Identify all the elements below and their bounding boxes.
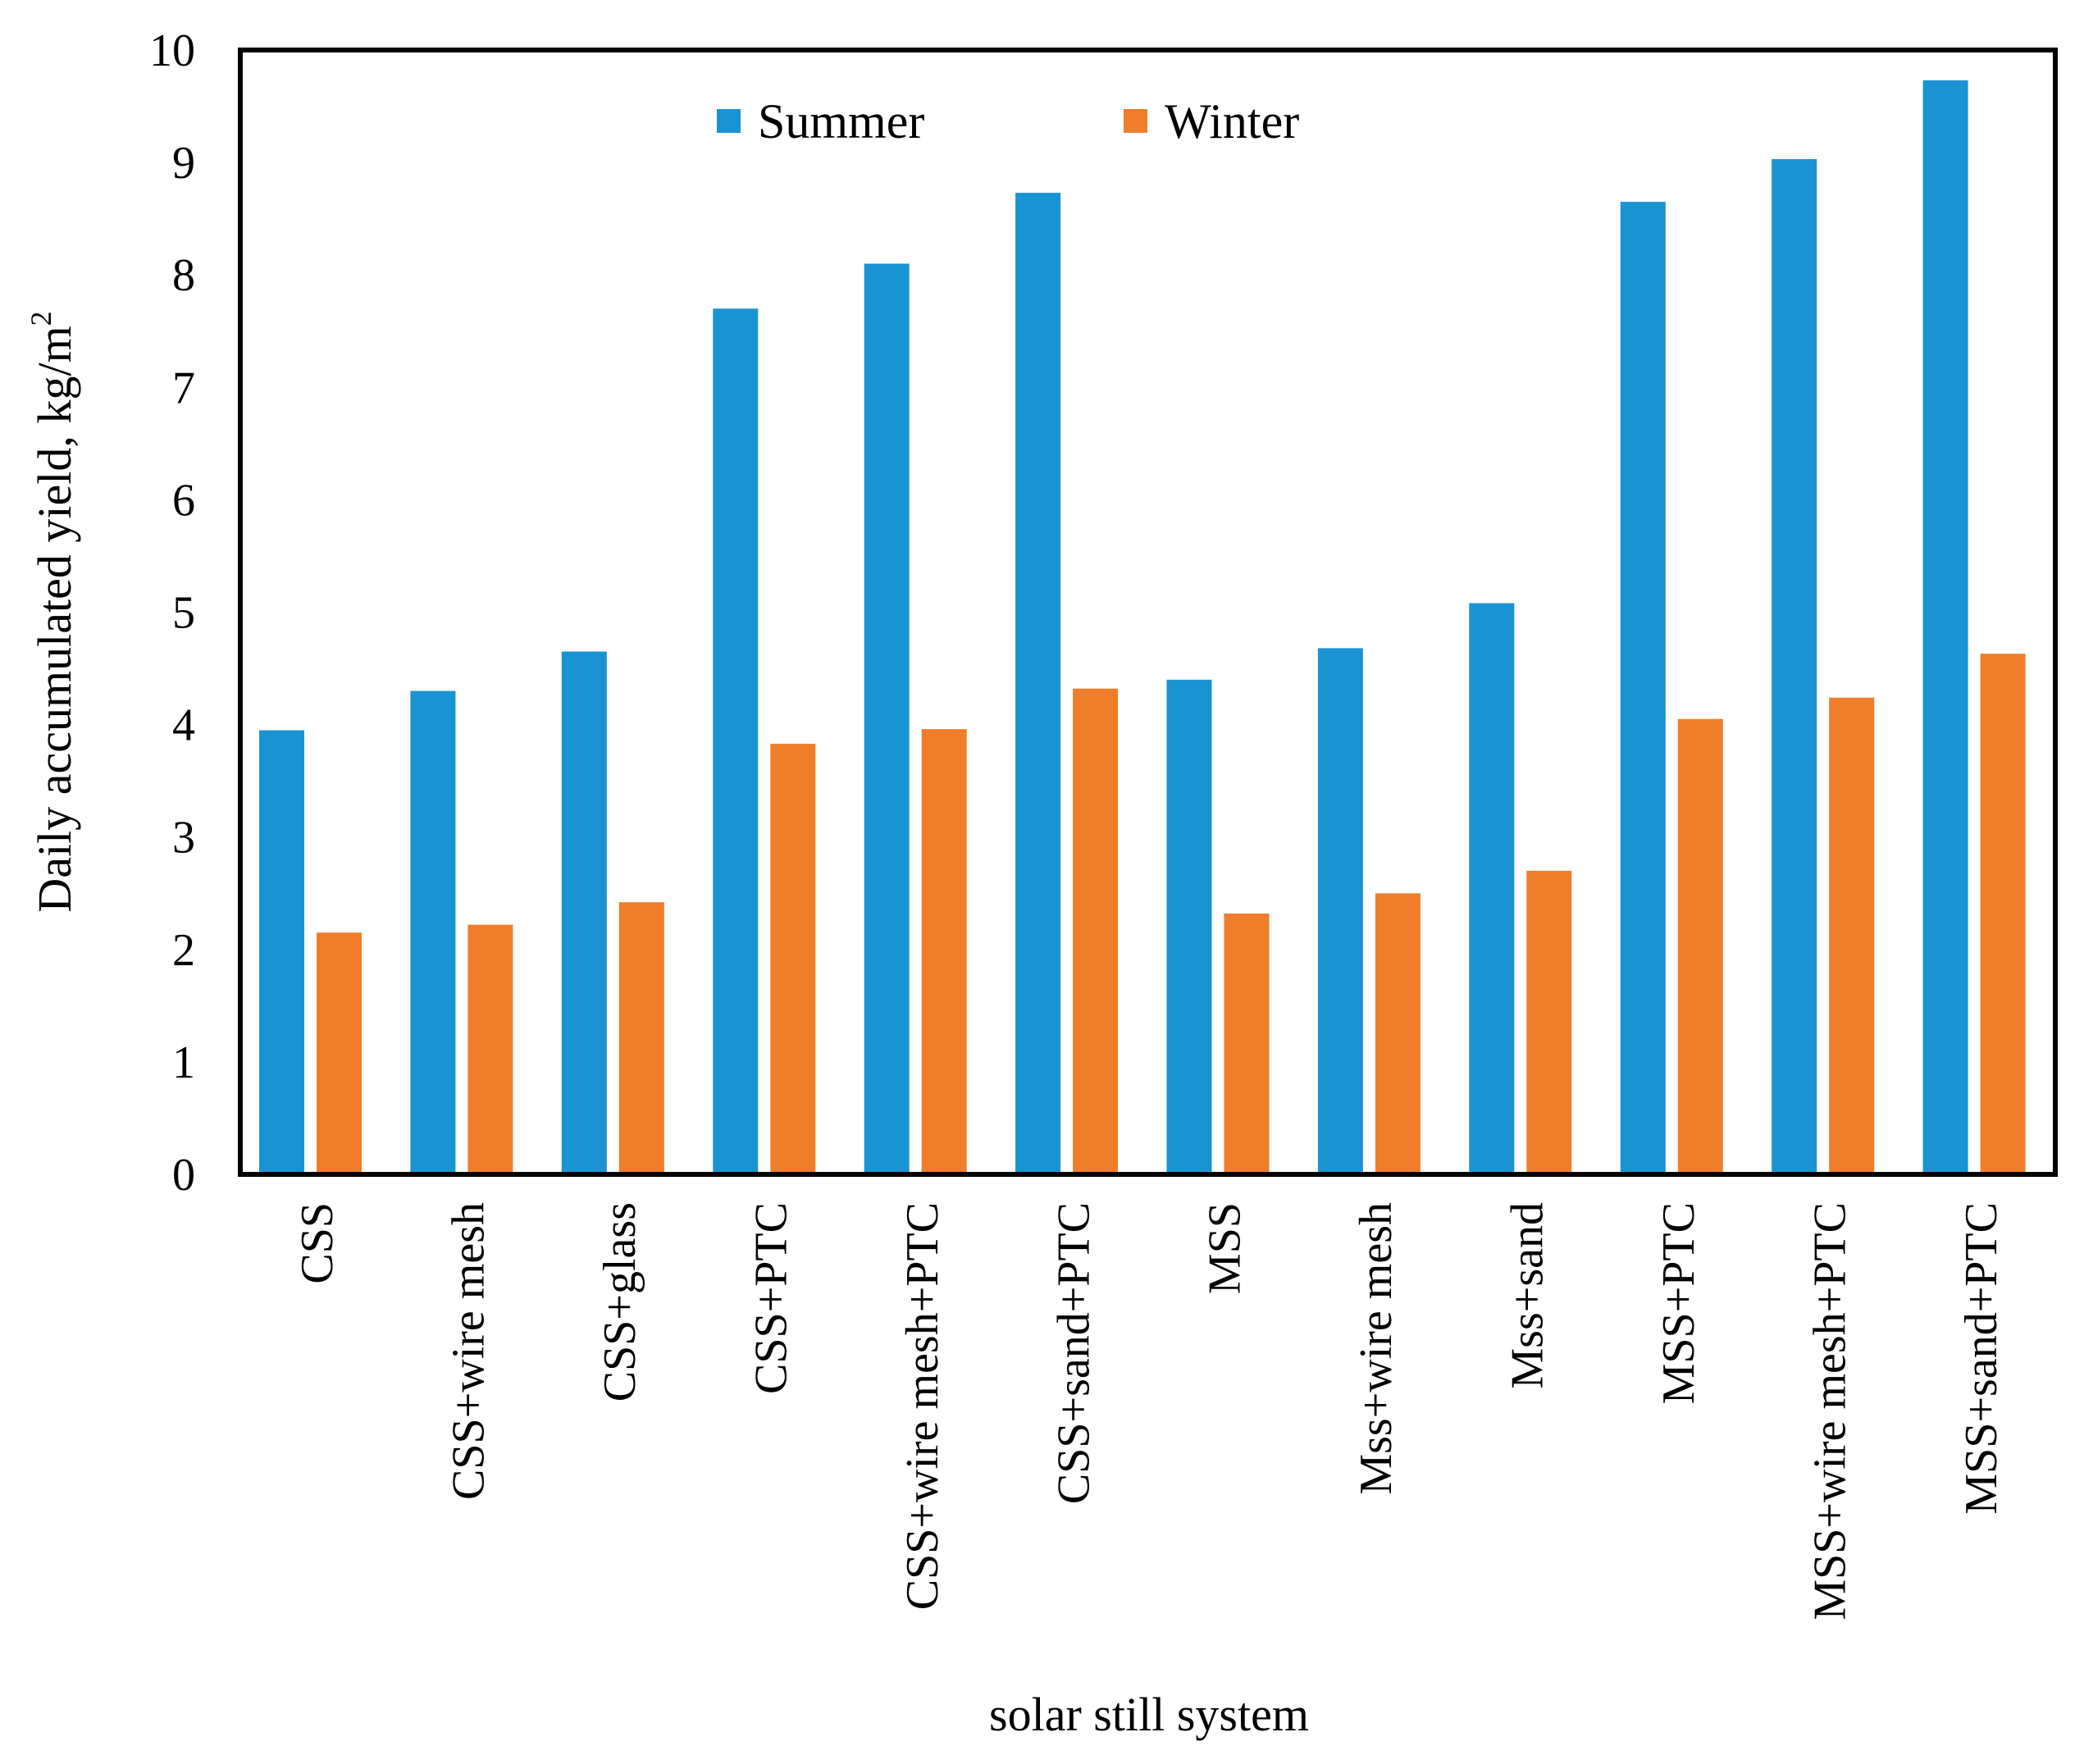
bar-winter-2 — [618, 902, 664, 1174]
x-category-label-10: MSS+wire mesh+PTC — [1804, 1202, 1855, 1620]
x-category-label-5: CSS+sand+PTC — [1048, 1202, 1099, 1504]
x-category-label-0: CSS — [292, 1202, 343, 1284]
bar-winter-9 — [1677, 718, 1723, 1174]
bar-summer-7 — [1317, 648, 1363, 1174]
y-tick-label-8: 8 — [172, 250, 195, 301]
bars-layer — [259, 80, 2026, 1175]
x-category-label-8: Mss+sand — [1503, 1202, 1553, 1389]
bar-summer-8 — [1469, 603, 1515, 1174]
y-tick-label-7: 7 — [172, 362, 195, 413]
bar-summer-6 — [1166, 679, 1212, 1174]
bar-winter-5 — [1073, 688, 1119, 1174]
bar-summer-0 — [259, 730, 304, 1174]
bar-winter-8 — [1526, 870, 1572, 1174]
bar-summer-1 — [410, 691, 456, 1174]
bar-summer-4 — [864, 263, 910, 1174]
bar-winter-3 — [770, 743, 816, 1174]
bar-summer-11 — [1922, 80, 1968, 1174]
y-tick-label-10: 10 — [149, 25, 195, 76]
x-category-label-7: Mss+wire mesh — [1351, 1202, 1402, 1495]
y-tick-label-3: 3 — [172, 813, 195, 864]
bar-summer-5 — [1015, 193, 1061, 1175]
x-axis-title: solar still system — [989, 1688, 1309, 1741]
x-category-label-3: CSS+PTC — [746, 1202, 797, 1394]
x-category-label-4: CSS+wire mesh+PTC — [897, 1202, 948, 1610]
y-tick-label-2: 2 — [172, 925, 195, 976]
bar-summer-3 — [713, 308, 759, 1174]
y-tick-label-5: 5 — [172, 588, 195, 639]
legend-label-summer: Summer — [758, 94, 924, 148]
bar-winter-7 — [1375, 893, 1420, 1175]
bar-summer-10 — [1772, 159, 1817, 1174]
bar-summer-2 — [561, 651, 607, 1174]
legend-label-winter: Winter — [1165, 94, 1299, 148]
y-axis-title-text: Daily accumulated yield, kg/m — [28, 326, 81, 912]
bar-winter-10 — [1829, 697, 1875, 1174]
bar-summer-9 — [1620, 202, 1666, 1175]
y-axis-title-superscript: 2 — [25, 311, 57, 326]
bar-winter-11 — [1980, 654, 2026, 1174]
bar-winter-0 — [317, 932, 362, 1174]
bar-winter-1 — [467, 924, 513, 1174]
x-category-label-1: CSS+wire mesh — [444, 1202, 495, 1500]
y-tick-label-0: 0 — [172, 1150, 195, 1201]
x-category-label-2: CSS+glass — [595, 1202, 645, 1402]
y-tick-label-4: 4 — [172, 700, 195, 751]
x-category-label-6: MSS — [1200, 1202, 1251, 1294]
y-tick-label-1: 1 — [172, 1037, 195, 1088]
y-tick-label-9: 9 — [172, 138, 195, 189]
x-category-label-11: MSS+sand+PTC — [1956, 1202, 2007, 1515]
x-axis-category-labels: CSS CSS+wire mesh CSS+glass CSS+PTC CSS+wire… — [292, 1202, 2007, 1620]
legend-swatch-winter — [1124, 109, 1147, 133]
y-axis-title: Daily accumulated yield, kg/m2 — [25, 311, 81, 912]
legend-swatch-summer — [717, 109, 741, 133]
bar-winter-4 — [921, 729, 967, 1174]
plot-frame — [238, 48, 2058, 1177]
y-axis-ticks: 0 1 2 3 4 5 6 7 8 9 10 — [149, 25, 195, 1201]
legend: Summer Winter — [717, 94, 1299, 148]
y-tick-label-6: 6 — [172, 475, 195, 526]
x-category-label-9: MSS+PTC — [1653, 1202, 1704, 1404]
bar-winter-6 — [1224, 913, 1270, 1174]
